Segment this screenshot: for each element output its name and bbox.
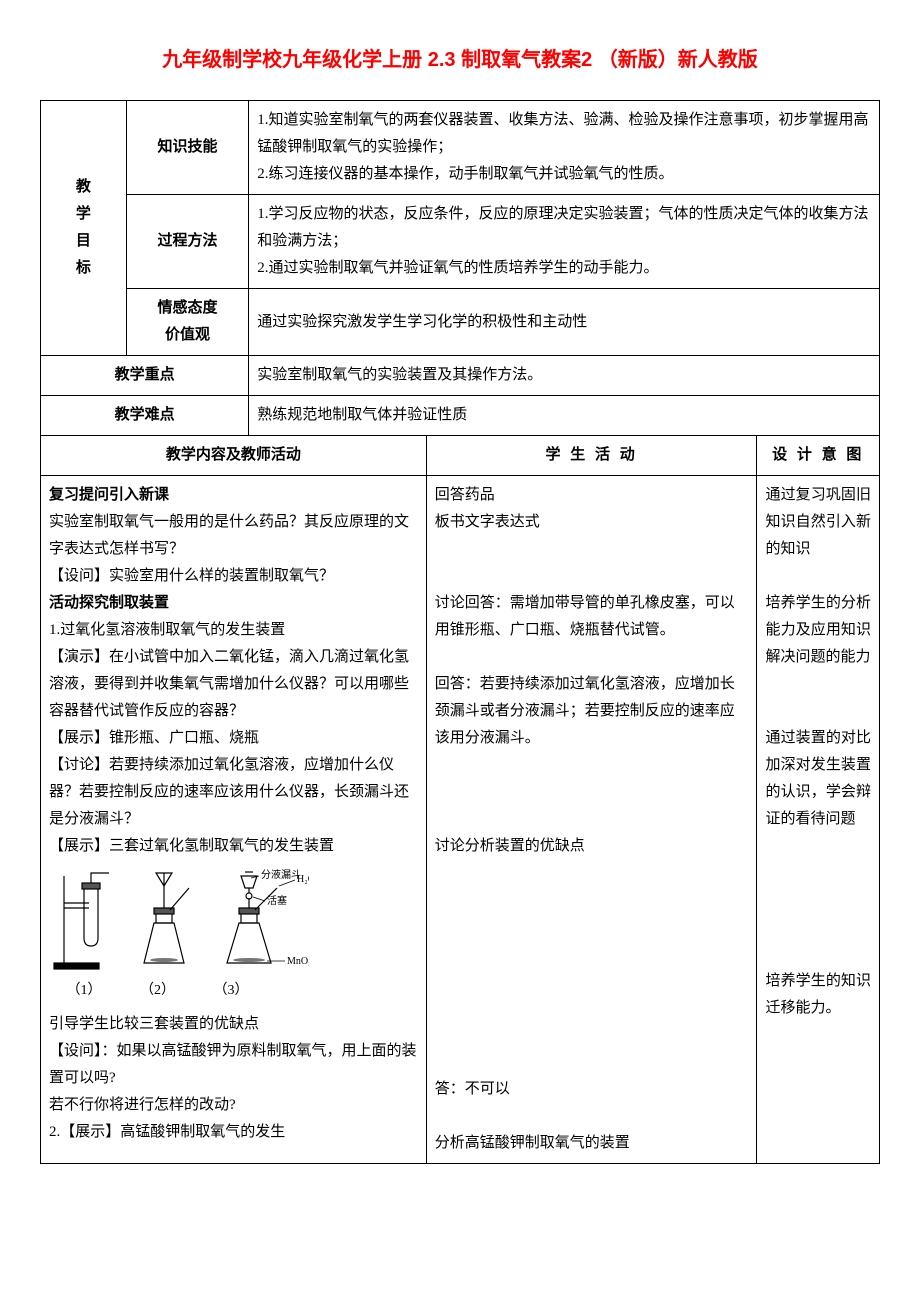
lesson-plan-table: 教学目标 知识技能 1.知道实验室制氧气的两套仪器装置、收集方法、验满、检验及操… [40, 100, 880, 1164]
dlabel-2: （2） [123, 978, 193, 1003]
keypoint-text: 实验室制取氧气的实验装置及其操作方法。 [249, 356, 880, 396]
ann-stopcock: 活塞 [267, 894, 287, 907]
difficulty-text: 熟练规范地制取气体并验证性质 [249, 396, 880, 436]
keypoint-label: 教学重点 [41, 356, 249, 396]
skill-text: 1.知道实验室制氧气的两套仪器装置、收集方法、验满、检验及操作注意事项，初步掌握… [249, 101, 880, 195]
header-teacher: 教学内容及教师活动 [41, 436, 427, 476]
method-text: 1.学习反应物的状态，反应条件，反应的原理决定实验装置；气体的性质决定气体的收集… [249, 195, 880, 289]
ann-funnel: 分液漏斗 [261, 868, 301, 881]
design-intent: 通过复习巩固旧知识自然引入新的知识 培养学生的分析能力及应用知识解决问题的能力 … [757, 476, 880, 1164]
dlabel-3: （3） [196, 978, 266, 1003]
skill-label: 知识技能 [126, 101, 248, 195]
difficulty-label: 教学难点 [41, 396, 249, 436]
student-activity: 回答药品板书文字表达式 讨论回答：需增加带导管的单孔橡皮塞，可以用锥形瓶、广口瓶… [426, 476, 757, 1164]
header-intent: 设 计 意 图 [757, 436, 880, 476]
teacher-activity: 复习提问引入新课 实验室制取氧气一般用的是什么药品？其反应原理的文字表达式怎样书… [41, 476, 427, 1164]
dlabel-1: （1） [49, 978, 119, 1003]
attitude-text: 通过实验探究激发学生学习化学的积极性和主动性 [249, 289, 880, 356]
header-student: 学 生 活 动 [426, 436, 757, 476]
attitude-label: 情感态度价值观 [126, 289, 248, 356]
ann-mno2: MnO₂ [287, 956, 309, 967]
apparatus-diagram: 分液漏斗 H₂O₂ 活塞 MnO₂ （1） （2） （3） [49, 868, 418, 1003]
method-label: 过程方法 [126, 195, 248, 289]
goals-label: 教学目标 [41, 101, 127, 356]
ann-h2o2: H₂O₂ [297, 874, 309, 885]
document-title: 九年级制学校九年级化学上册 2.3 制取氧气教案2 （新版）新人教版 [40, 40, 880, 80]
